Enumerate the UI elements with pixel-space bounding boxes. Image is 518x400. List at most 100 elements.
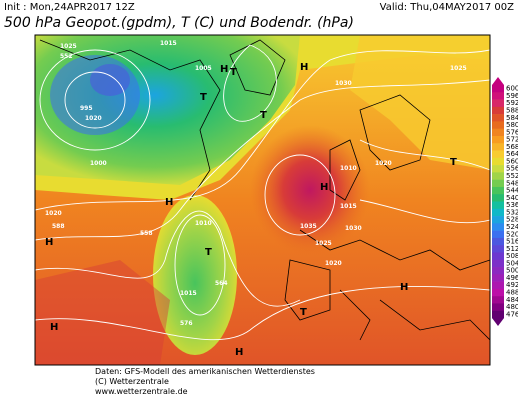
- colorbar-label: 576: [506, 128, 518, 136]
- colorbar-swatch: [492, 216, 504, 224]
- colorbar-swatch: [492, 288, 504, 297]
- contour-label: 1015: [180, 290, 197, 297]
- colorbar-swatch: [492, 92, 504, 100]
- contour-label: 564: [215, 280, 228, 287]
- pressure-center: H: [320, 182, 328, 193]
- pressure-center: H: [235, 347, 243, 358]
- colorbar-swatch: [492, 274, 504, 282]
- colorbar-label: 588: [506, 106, 518, 114]
- colorbar-label: 532: [506, 208, 518, 216]
- colorbar-label: 572: [506, 136, 518, 144]
- colorbar-label: 496: [506, 274, 518, 282]
- colorbar-label: 508: [506, 252, 518, 260]
- colorbar-swatch: [492, 267, 504, 275]
- contour-label: 1020: [45, 210, 62, 217]
- colorbar-label: 512: [506, 245, 518, 253]
- contour-label: 1025: [60, 43, 77, 50]
- colorbar-swatch: [492, 99, 504, 108]
- contour-label: 1010: [195, 220, 212, 227]
- colorbar-swatch: [492, 259, 504, 268]
- contours: [35, 44, 490, 341]
- colorbar-arrow-top: [492, 77, 504, 85]
- footer-copyright: (C) Wetterzentrale: [95, 377, 169, 386]
- contour-label: 995: [80, 105, 93, 112]
- colorbar-label: 504: [506, 259, 518, 267]
- pressure-center: H: [165, 197, 173, 208]
- colorbar-label: 520: [506, 230, 518, 238]
- contour-label: 1025: [315, 240, 332, 247]
- contour-label: 552: [60, 53, 73, 60]
- contour-label: 1000: [90, 160, 107, 167]
- colorbar-swatch: [492, 245, 504, 253]
- contour-label: 1015: [340, 203, 357, 210]
- colorbar-label: 580: [506, 121, 518, 129]
- colorbar-swatch: [492, 237, 504, 246]
- map-title: 500 hPa Geopot.(gpdm), T (C) und Bodendr…: [4, 15, 354, 31]
- footer-url: www.wetterzentrale.de: [95, 387, 188, 396]
- colorbar-swatch: [492, 186, 504, 195]
- colorbar-swatch: [492, 172, 504, 180]
- contour-label: 1020: [375, 160, 392, 167]
- colorbar-swatch: [492, 135, 504, 144]
- pressure-center: T: [450, 157, 457, 168]
- pressure-center: H: [400, 282, 408, 293]
- map-area: H HHHHHHHTTTTTT10251020101510101005100099…: [35, 35, 490, 365]
- contour-label: 558: [140, 230, 153, 237]
- pressure-center: H: [45, 237, 53, 248]
- colorbar-swatch: [492, 201, 504, 210]
- colorbar-swatch: [492, 143, 504, 151]
- colorbar-swatch: [492, 194, 504, 202]
- colorbar: 6005965925885845805765725685645605565525…: [492, 77, 518, 326]
- colorbar-swatch: [492, 128, 504, 137]
- colorbar-label: 524: [506, 223, 518, 231]
- colorbar-label: 596: [506, 92, 518, 100]
- pressure-center: H: [50, 322, 58, 333]
- colorbar-swatch: [492, 230, 504, 239]
- colorbar-swatch: [492, 303, 504, 312]
- pressure-center: H: [220, 64, 228, 75]
- colorbar-label: 560: [506, 157, 518, 165]
- contour-label: 1010: [340, 165, 357, 172]
- contour-label: 1005: [195, 65, 212, 72]
- colorbar-label: 544: [506, 187, 518, 195]
- colorbar-swatch: [492, 281, 504, 290]
- colorbar-label: 476: [506, 310, 518, 318]
- colorbar-swatch: [492, 179, 504, 188]
- map-frame: [34, 34, 491, 366]
- colorbar-label: 584: [506, 114, 518, 122]
- colorbar-label: 480: [506, 303, 518, 311]
- footer-source: Daten: GFS-Modell des amerikanischen Wet…: [95, 367, 315, 376]
- coastlines: [39, 39, 490, 341]
- pressure-center: T: [230, 67, 237, 78]
- colorbar-swatch: [492, 223, 504, 231]
- colorbar-label: 568: [506, 143, 518, 151]
- contour-label: 1025: [450, 65, 467, 72]
- colorbar-swatch: [492, 296, 504, 304]
- colorbar-swatch: [492, 114, 504, 122]
- colorbar-swatch: [492, 157, 504, 166]
- colorbar-label: 556: [506, 165, 518, 173]
- colorbar-arrow-bottom: [492, 318, 504, 326]
- colorbar-swatch: [492, 310, 504, 319]
- colorbar-swatch: [492, 150, 504, 159]
- contour-label: 1020: [85, 115, 102, 122]
- colorbar-label: 516: [506, 238, 518, 246]
- pressure-center: T: [200, 92, 207, 103]
- colorbar-label: 564: [506, 150, 518, 158]
- colorbar-label: 500: [506, 267, 518, 275]
- contour-label: 1020: [325, 260, 342, 267]
- contour-label: 1035: [300, 223, 317, 230]
- colorbar-label: 548: [506, 179, 518, 187]
- init-time: Init : Mon,24APR2017 12Z: [4, 2, 135, 13]
- valid-time: Valid: Thu,04MAY2017 00Z: [380, 2, 514, 13]
- colorbar-label: 552: [506, 172, 518, 180]
- pressure-center: T: [300, 307, 307, 318]
- contour-label: 1015: [160, 40, 177, 47]
- contour-label: 576: [180, 320, 193, 327]
- colorbar-label: 488: [506, 289, 518, 297]
- colorbar-label: 528: [506, 216, 518, 224]
- colorbar-swatch: [492, 85, 504, 93]
- contour-label: 1030: [335, 80, 352, 87]
